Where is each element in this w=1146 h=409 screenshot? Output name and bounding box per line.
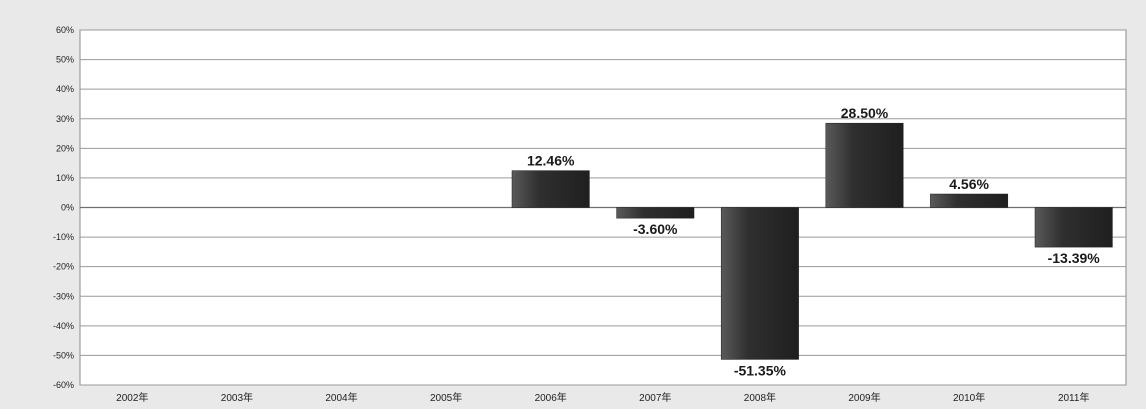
y-tick-label: -60% [53,380,74,390]
bar-value-label: -13.39% [1048,250,1101,266]
bar-value-label: -3.60% [633,221,678,237]
y-tick-label: 60% [56,25,74,35]
bar [825,122,904,208]
bar [511,170,590,208]
y-axis-ticks: 60% 50% 40% 30% 20% 10% 0% -10% -20% -30% -40% -50%… [53,25,74,390]
x-tick-label: 2002年 [116,391,148,404]
x-tick-label: 2003年 [221,391,253,404]
bar-value-label: 12.46% [527,153,575,169]
bars [511,122,1113,360]
y-tick-label: -20% [53,262,74,272]
x-tick-label: 2007年 [639,391,671,404]
y-tick-label: 30% [56,114,74,124]
x-tick-label: 2011年 [1058,391,1090,404]
bar-value-label: -51.35% [734,362,787,378]
x-axis-ticks: 2002年 2003年 2004年 2005年 2006年 2007年 2008年 2009年… [116,391,1089,404]
bar-value-label: 4.56% [949,176,989,192]
x-tick-label: 2010年 [953,391,985,404]
y-tick-label: 0% [61,203,74,213]
y-tick-label: 20% [56,143,74,153]
bar [720,207,799,360]
bar-value-labels: 12.46% -3.60% -51.35% 28.50% 4.56% -13.39% [527,105,1100,378]
y-tick-label: -40% [53,321,74,331]
x-tick-label: 2008年 [744,391,776,404]
x-tick-label: 2005年 [430,391,462,404]
y-tick-label: 50% [56,55,74,65]
bar-value-label: 28.50% [841,105,889,121]
y-tick-label: -10% [53,232,74,242]
bar [930,193,1009,208]
x-tick-label: 2009年 [848,391,880,404]
y-tick-label: -50% [53,350,74,360]
y-tick-label: 40% [56,84,74,94]
y-tick-label: 10% [56,173,74,183]
bar [1034,207,1113,248]
x-tick-label: 2004年 [325,391,357,404]
bar [616,207,695,219]
x-tick-label: 2006年 [535,391,567,404]
y-tick-label: -30% [53,291,74,301]
